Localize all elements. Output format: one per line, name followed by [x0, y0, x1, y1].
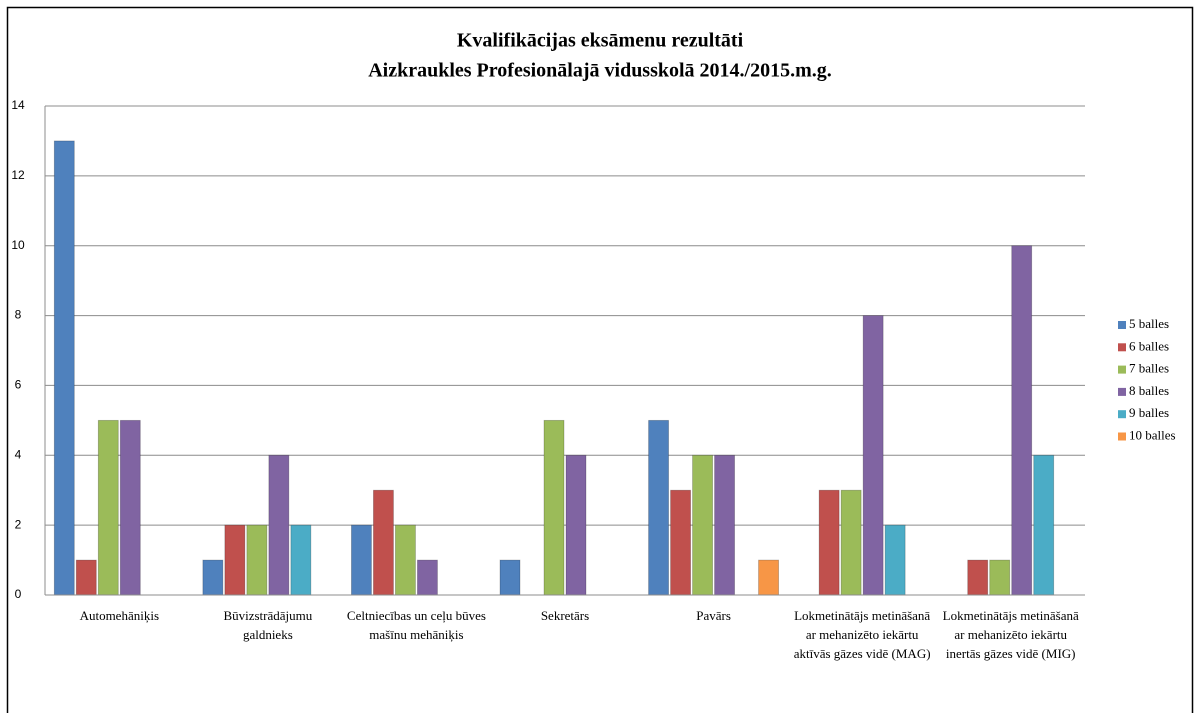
bar: [119, 419, 141, 596]
bar: [290, 524, 312, 596]
bar: [565, 454, 587, 596]
bar: [268, 454, 290, 596]
bar: [224, 524, 246, 596]
bar: [75, 559, 97, 596]
y-tick-label: 10: [11, 238, 25, 252]
y-tick-label: 0: [15, 587, 22, 601]
bar: [758, 559, 779, 596]
bar: [417, 559, 438, 596]
legend-swatch: [1118, 432, 1126, 441]
bar: [818, 489, 840, 596]
bar: [840, 489, 862, 596]
y-tick-label: 14: [11, 98, 25, 112]
bar: [373, 489, 394, 596]
bar: [395, 524, 416, 596]
legend-swatch: [1118, 343, 1126, 352]
legend-label: 5 balles: [1129, 316, 1169, 331]
y-tick-label: 2: [15, 517, 22, 531]
bar: [97, 419, 119, 596]
bar: [714, 454, 735, 596]
bar: [202, 559, 224, 596]
bar: [989, 559, 1011, 596]
legend-swatch: [1118, 321, 1126, 329]
x-tick-line: ar mehanizēto iekārtu: [806, 627, 919, 642]
x-tick-line: galdnieks: [243, 627, 293, 642]
x-tick-line: Lokmetinātājs metināšanā: [943, 608, 1079, 623]
x-tick-line: Lokmetinātājs metināšanā: [794, 608, 930, 623]
x-tick-line: inertās gāzes vidē (MIG): [946, 646, 1076, 661]
bar: [53, 140, 75, 596]
x-tick-line: Automehāniķis: [80, 608, 159, 623]
x-tick-label: Sekretārs: [541, 608, 589, 623]
x-tick-label: Pavārs: [696, 608, 731, 623]
y-tick-label: 12: [11, 168, 25, 182]
chart-title: Kvalifikācijas eksāmenu rezultāti: [457, 30, 744, 52]
legend-swatch: [1118, 365, 1126, 374]
bar: [648, 419, 669, 596]
y-tick-label: 8: [15, 308, 22, 322]
legend-swatch: [1118, 387, 1126, 396]
bar: [670, 489, 691, 596]
bar: [692, 454, 713, 596]
x-tick-label: Celtniecības un ceļu būves mašīnu mehāniķ…: [347, 608, 486, 642]
bar: [862, 315, 884, 596]
x-tick-line: ar mehanizēto iekārtu: [954, 627, 1067, 642]
bar: [884, 524, 906, 596]
x-tick-label: Būvizstrādājumu galdnieks: [223, 608, 312, 642]
bar: [499, 559, 521, 596]
y-tick-label: 6: [15, 378, 22, 392]
legend-label: 6 balles: [1129, 338, 1169, 353]
x-tick-label: Lokmetinātājs metināšanā ar mehanizēto ie…: [943, 608, 1079, 661]
x-tick-line: Celtniecības un ceļu būves: [347, 608, 486, 623]
x-tick-line: mašīnu mehāniķis: [369, 627, 463, 642]
legend-label: 9 balles: [1129, 405, 1169, 420]
chart-border: [6, 6, 1194, 713]
x-tick-label: Automehāniķis: [80, 608, 159, 623]
y-tick-label: 4: [15, 447, 22, 461]
x-tick-line: Būvizstrādājumu: [223, 608, 312, 623]
legend-label: 10 balles: [1129, 427, 1176, 442]
x-tick-line: Pavārs: [696, 608, 731, 623]
legend-label: 8 balles: [1129, 383, 1169, 398]
chart-subtitle: Aizkraukles Profesionālajā vidusskolā 20…: [368, 60, 832, 82]
legend-label: 7 balles: [1129, 361, 1169, 376]
bar: [1011, 245, 1033, 596]
bar: [246, 524, 268, 596]
bar: [1033, 454, 1055, 596]
x-tick-line: Sekretārs: [541, 608, 589, 623]
bar: [351, 524, 372, 596]
bar: [543, 419, 565, 596]
x-tick-label: Lokmetinātājs metināšanā ar mehanizēto ie…: [794, 608, 931, 661]
legend-swatch: [1118, 410, 1126, 419]
bar: [967, 559, 989, 596]
x-tick-line: aktīvās gāzes vidē (MAG): [794, 646, 931, 661]
